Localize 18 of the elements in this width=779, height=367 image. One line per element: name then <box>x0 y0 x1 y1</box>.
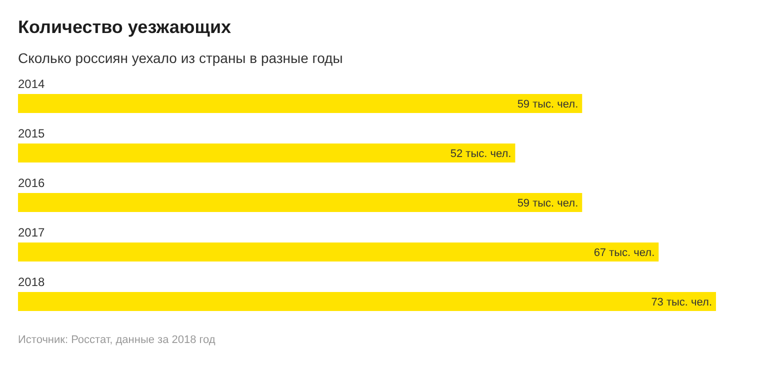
y-tick-label: 2017 <box>18 226 46 240</box>
y-tick-label: 2015 <box>18 126 46 140</box>
y-tick-label: 2018 <box>18 275 46 289</box>
bar <box>18 193 582 212</box>
bar <box>18 242 659 262</box>
y-tick-label: 2016 <box>18 176 46 190</box>
bar <box>18 94 582 113</box>
chart-title: Количество уезжающих <box>18 17 232 37</box>
bar <box>18 292 716 311</box>
data-label: 59 тыс. чел. <box>517 98 578 110</box>
data-label: 67 тыс. чел. <box>594 247 655 259</box>
bar <box>18 144 516 162</box>
y-tick-label: 2014 <box>18 77 46 91</box>
data-label: 73 тыс. чел. <box>651 296 712 308</box>
data-label: 59 тыс. чел. <box>517 198 578 210</box>
data-label: 52 тыс. чел. <box>450 148 512 160</box>
text: Источник: Росстат, данные за 2018 год <box>18 334 216 346</box>
chart-subtitle: Сколько россиян уехало из страны в разные годы <box>18 50 343 66</box>
